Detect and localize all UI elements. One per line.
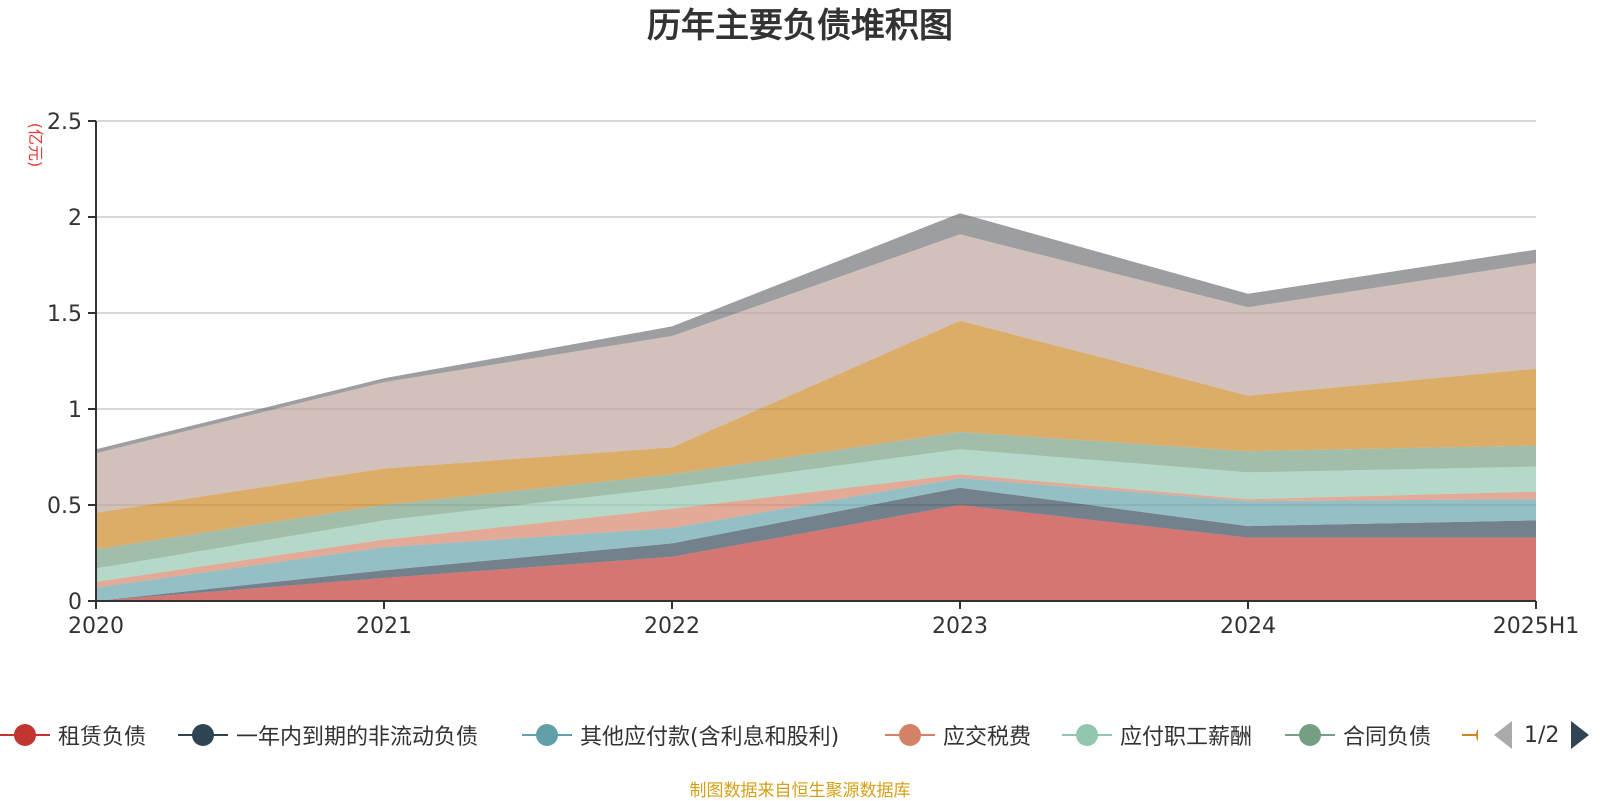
legend-next-page-icon[interactable] [1571,721,1590,749]
legend-marker-icon [0,718,50,752]
legend-label: 应付职工薪酬 [1120,725,1253,750]
y-tick-labels: 0 0.5 1 1.5 2 2.5 [47,110,96,615]
y-tick-label: 1.5 [47,302,82,327]
legend-item[interactable]: 合同负债 [1285,718,1431,752]
x-tick-label: 2023 [932,614,988,639]
x-tick-label: 2025H1 [1493,614,1580,639]
legend-marker-icon [885,718,935,752]
legend-label: 合同负债 [1343,725,1432,750]
y-tick-label: 1 [68,398,82,423]
legend-item[interactable] [1462,718,1478,752]
x-tick-label: 2024 [1220,614,1276,639]
x-tick-labels: 2020 2021 2022 2023 2024 2025H1 [68,601,1579,639]
data-source-note: 制图数据来自恒生聚源数据库 [689,781,911,801]
legend-label: 其他应付款(含利息和股利) [580,725,840,750]
stacked-areas [96,213,1536,601]
legend-label: 一年内到期的非流动负债 [236,725,479,750]
area-series-0 [96,505,1536,601]
x-tick-label: 2020 [68,614,124,639]
legend-item[interactable]: 一年内到期的非流动负债 [178,718,478,752]
legend-page-indicator: 1/2 [1524,722,1560,748]
legend-item[interactable]: 租赁负债 [0,718,146,752]
chart-title: 历年主要负债堆积图 [647,6,953,46]
legend: 租赁负债 一年内到期的非流动负债 其他应付款(含利息和股利) 应交税费 应付职工薪酬 合同… [0,718,1478,752]
legend-label: 应交税费 [943,725,1032,750]
area-series-1 [96,487,1536,601]
chart-plot: 00.511.522.5 2020 2021 2022 2023 2024 2025H1 … [26,110,1579,639]
legend-pager: 1/2 [1494,718,1600,752]
legend-item[interactable]: 应付职工薪酬 [1062,718,1252,752]
area-series-2 [96,478,1536,601]
y-tick-label: 0 [68,590,82,615]
x-tick-label: 2021 [356,614,412,639]
area-series-7 [96,234,1536,513]
legend-marker-icon [1285,718,1335,752]
y-tick-label: 2 [68,206,82,231]
y-unit-label: (亿元) [26,123,45,168]
legend-marker-icon [522,718,572,752]
axes [95,121,1536,602]
x-tick-label: 2022 [644,614,700,639]
y-tick-label: 0.5 [47,494,82,519]
area-series-4 [96,449,1536,582]
legend-prev-page-icon[interactable] [1494,721,1512,749]
legend-item[interactable]: 其他应付款(含利息和股利) [522,718,839,752]
legend-marker-icon [178,718,228,752]
y-tick-label: 2.5 [47,110,82,135]
area-series-3 [96,474,1536,588]
legend-marker-icon [1462,718,1478,752]
area-series-6 [96,320,1536,550]
legend-marker-icon [1062,718,1112,752]
legend-item[interactable]: 应交税费 [885,718,1031,752]
area-series-5 [96,432,1536,569]
legend-label: 租赁负债 [58,725,147,750]
